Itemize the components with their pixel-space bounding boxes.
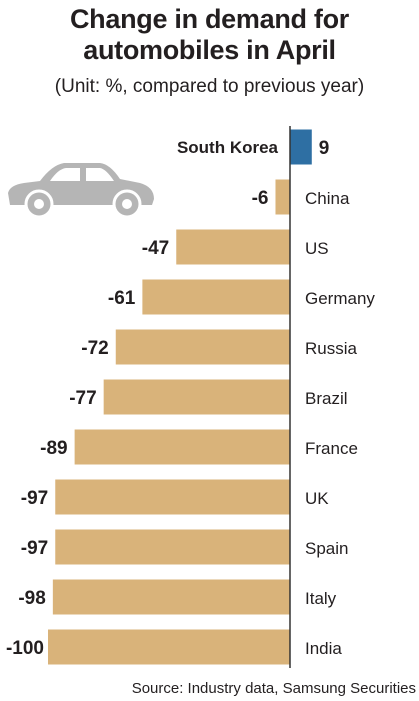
bar-russia [115, 329, 290, 365]
value-label-italy: -98 [18, 588, 45, 609]
bar-brazil [103, 379, 290, 415]
value-label-germany: -61 [108, 288, 136, 309]
category-label-us: US [305, 239, 329, 258]
value-label-india: -100 [6, 638, 44, 659]
category-label-russia: Russia [305, 339, 358, 358]
value-label-us: -47 [142, 238, 169, 259]
value-label-uk: -97 [21, 488, 48, 509]
chart-title-line-1: Change in demand for [69, 4, 350, 34]
bar-us [176, 229, 290, 265]
category-label-south-korea: South Korea [177, 138, 279, 157]
chart-title: Change in demand for automobiles in Apri… [0, 4, 419, 66]
bar-india [48, 629, 290, 665]
value-label-brazil: -77 [69, 388, 96, 409]
source-note: Source: Industry data, Samsung Securitie… [131, 680, 416, 697]
car-icon [4, 155, 158, 226]
chart-subtitle: (Unit: %, compared to previous year) [54, 76, 365, 97]
category-label-france: France [305, 439, 358, 458]
bar-uk [55, 479, 291, 515]
value-label-spain: -97 [21, 538, 48, 559]
bar-china [275, 179, 290, 215]
bar-italy [52, 579, 291, 615]
category-label-uk: UK [305, 489, 329, 508]
value-label-russia: -72 [81, 338, 108, 359]
category-label-italy: Italy [305, 589, 337, 608]
category-label-brazil: Brazil [305, 389, 348, 408]
bar-spain [55, 529, 291, 565]
category-label-china: China [305, 189, 350, 208]
bar-germany [142, 279, 290, 315]
value-label-china: -6 [252, 188, 269, 209]
category-label-germany: Germany [305, 289, 375, 308]
chart-title-line-2: automobiles in April [83, 35, 336, 65]
category-label-india: India [305, 639, 342, 658]
bar-south-korea [290, 129, 312, 165]
category-label-spain: Spain [305, 539, 348, 558]
value-label-france: -89 [40, 438, 67, 459]
value-label-south-korea: 9 [319, 138, 330, 159]
bar-france [74, 429, 291, 465]
